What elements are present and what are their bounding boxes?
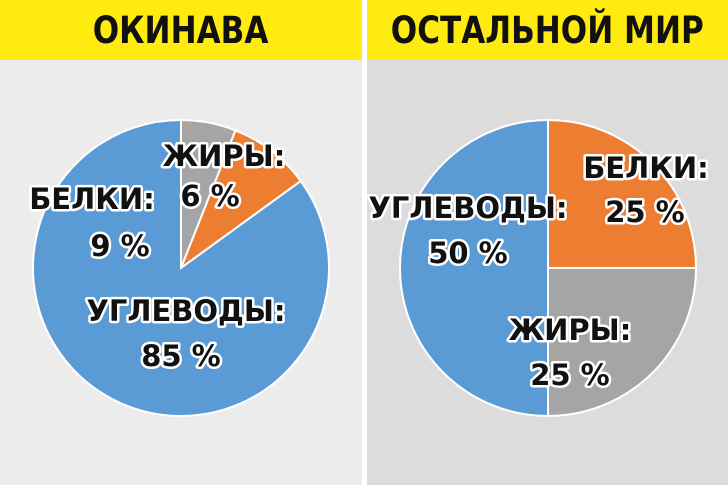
okinawa-title-bar: ОКИНАВА (0, 0, 362, 60)
slice-value-label: 9 % (90, 229, 149, 263)
rest-of-world-pie-chart: БЕЛКИ: 25 % ЖИРЫ: 25 % УГЛЕВОДЫ: 50 % (367, 118, 711, 418)
slice-category-label: БЕЛКИ: (29, 182, 155, 216)
slice-category-label: ЖИРЫ: (163, 139, 286, 173)
slice-category-label: ЖИРЫ: (509, 313, 632, 347)
rest-of-world-panel: ОСТАЛЬНОЙ МИР БЕЛКИ: 25 % ЖИРЫ: 25 % УГЛЕВОД… (367, 0, 728, 485)
pie-slice (399, 118, 549, 418)
chart-title: ОСТАЛЬНОЙ МИР (391, 8, 704, 52)
okinawa-panel: ОКИНАВА ЖИРЫ: 6 % БЕЛКИ: 9 % УГЛЕВОДЫ: 85 % (0, 0, 362, 485)
pie-slice (178, 129, 303, 271)
rest-of-world-title-bar: ОСТАЛЬНОЙ МИР (367, 0, 728, 60)
chart-title: ОКИНАВА (93, 8, 269, 52)
slice-value-label: 25 % (605, 195, 685, 229)
slice-value-label: 6 % (180, 179, 239, 213)
slice-category-label: УГЛЕВОДЫ: (369, 191, 568, 225)
slice-category-label: БЕЛКИ: (583, 151, 709, 185)
slice-value-label: 25 % (530, 358, 610, 392)
slice-category-label: УГЛЕВОДЫ: (87, 294, 286, 328)
pie-slice (547, 118, 698, 269)
okinawa-pie-chart: ЖИРЫ: 6 % БЕЛКИ: 9 % УГЛЕВОДЫ: 85 % (27, 118, 330, 417)
slice-value-label: 85 % (141, 339, 221, 373)
slice-value-label: 50 % (428, 236, 508, 270)
pie-slice (547, 267, 698, 418)
pie-slice (31, 118, 330, 417)
